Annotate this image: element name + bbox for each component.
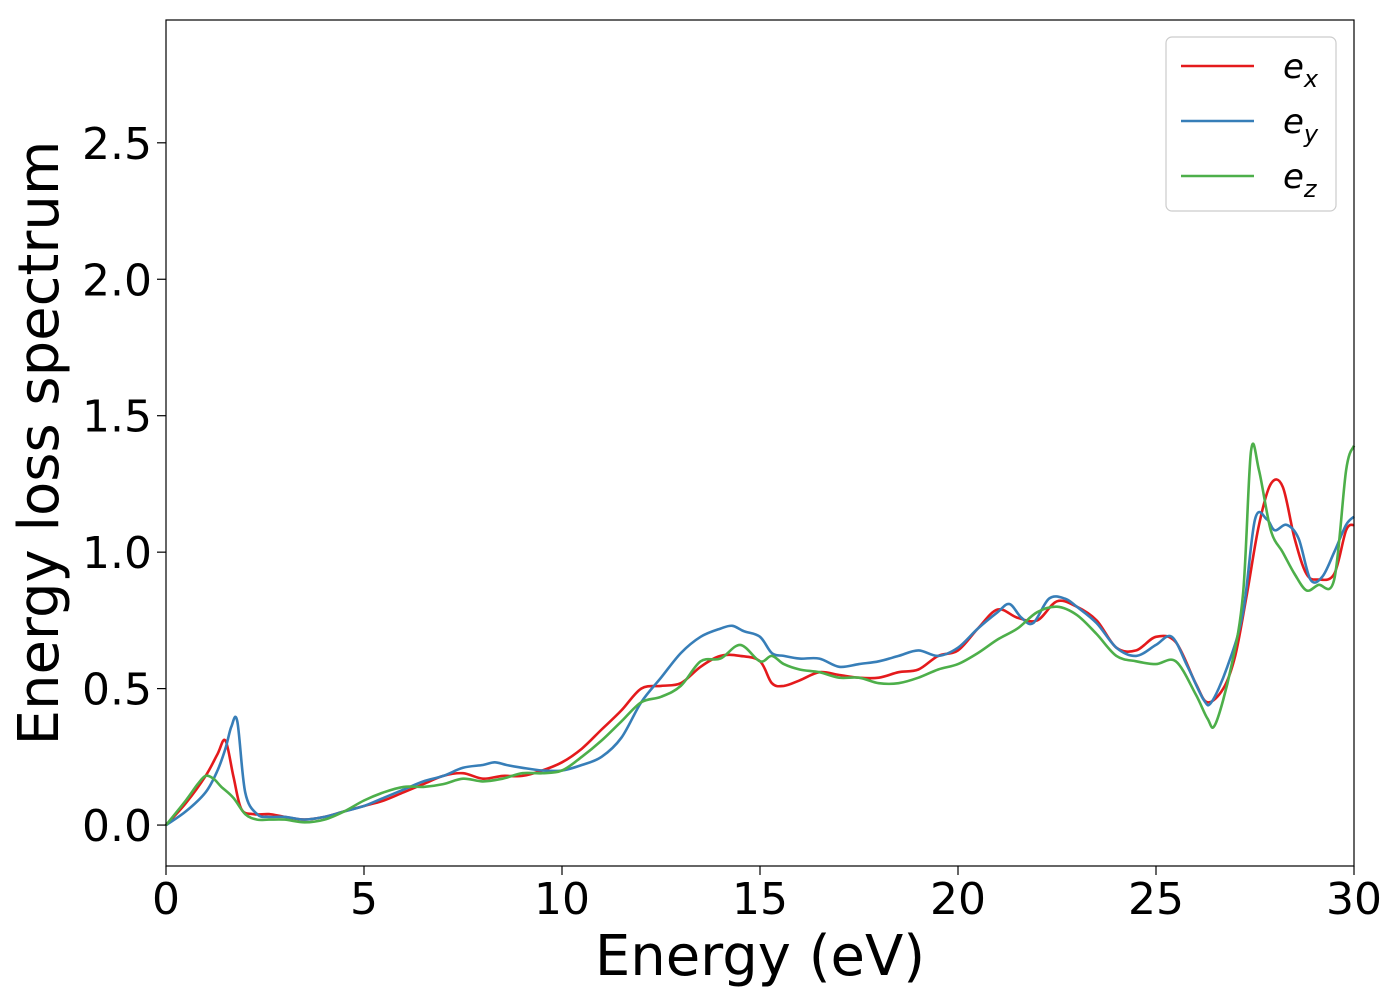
plot-background: [166, 20, 1354, 866]
y-tick-label: 2.5: [82, 119, 152, 170]
legend-label-x: ex: [1283, 47, 1319, 93]
x-tick-label: 30: [1326, 874, 1382, 925]
y-tick-label: 1.5: [82, 392, 152, 443]
y-axis-label: Energy loss spectrum: [7, 141, 72, 746]
legend-label-y: ey: [1283, 102, 1319, 148]
series-layer: [164, 442, 1356, 827]
legend-label-z: ez: [1283, 157, 1318, 203]
series-line-y: [165, 510, 1355, 827]
y-tick-label: 1.0: [82, 528, 152, 579]
x-tick-label: 15: [732, 874, 788, 925]
x-tick-label: 25: [1128, 874, 1184, 925]
x-tick-label: 10: [534, 874, 590, 925]
x-tick-label: 20: [930, 874, 986, 925]
y-axis: 0.0 0.5 1.0 1.5 2.0 2.5: [82, 119, 166, 852]
y-tick-label: 2.0: [82, 255, 152, 306]
x-axis: 0 5 10 15 20 25 30: [152, 866, 1382, 925]
y-tick-label: 0.5: [82, 665, 152, 716]
legend: ex ey ez: [1165, 36, 1337, 212]
x-tick-label: 0: [152, 874, 180, 925]
series-line-z: [164, 442, 1356, 826]
y-tick-label: 0.0: [82, 801, 152, 852]
legend-box: [1165, 36, 1337, 212]
x-tick-label: 5: [350, 874, 378, 925]
x-axis-label: Energy (eV): [595, 924, 925, 989]
